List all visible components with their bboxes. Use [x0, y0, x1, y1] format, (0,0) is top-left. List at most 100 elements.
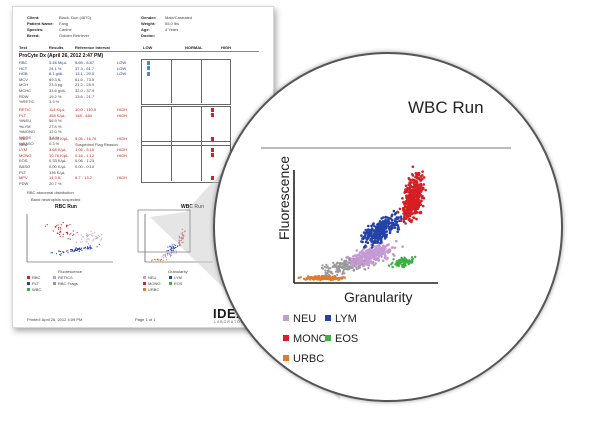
scatter-dot	[378, 235, 382, 239]
scatter-dot	[167, 253, 169, 255]
scatter-dot	[417, 188, 420, 191]
scatter-dot	[350, 260, 354, 263]
scatter-dot	[373, 248, 376, 252]
result-value: 0.00 K/µL	[49, 164, 67, 169]
scatter-dot	[85, 233, 87, 235]
scatter-dot	[378, 225, 382, 228]
scatter-dot	[336, 271, 340, 274]
scatter-dot	[359, 266, 362, 269]
scatter-dot	[406, 209, 409, 212]
scatter-dot	[62, 233, 64, 235]
result-value: 20.7 %	[49, 180, 62, 186]
scatter-dot	[421, 177, 424, 181]
result-test: HGB	[19, 71, 28, 77]
scatter-dot	[78, 247, 81, 249]
scatter-dot	[395, 260, 398, 263]
scatter-dot	[417, 198, 421, 201]
scatter-dot	[74, 250, 76, 252]
scatter-dot	[344, 267, 347, 270]
scatter-dot	[170, 254, 172, 256]
result-flag: HIGH	[117, 136, 127, 141]
scatter-dot	[355, 249, 359, 252]
scatter-dot	[59, 235, 61, 237]
header-label: Age:	[141, 27, 150, 32]
column-header: Test	[19, 45, 27, 50]
scatter-dot	[55, 253, 58, 255]
scatter-dot	[70, 232, 72, 234]
scatter-dot	[335, 269, 338, 272]
scatter-dot	[50, 252, 52, 254]
header-label: Gender:	[141, 15, 157, 20]
scatter-dot	[323, 265, 326, 268]
scatter-dot	[58, 250, 60, 252]
scatter-dot	[97, 237, 99, 239]
scatter-dot	[410, 191, 413, 194]
scatter-dot	[396, 230, 399, 233]
scatter-dot	[407, 177, 411, 180]
scatter-dot	[391, 265, 394, 269]
scatter-dot	[62, 236, 64, 238]
scatter-dot	[59, 226, 62, 228]
legend-label: RBC Frags	[58, 281, 78, 286]
result-test: BASO	[19, 164, 31, 169]
scatter-dot	[76, 232, 78, 234]
scatter-dot	[54, 225, 56, 228]
result-test: HCT	[19, 65, 28, 71]
legend-label: NEU	[293, 313, 316, 325]
result-test: %NEU	[19, 118, 32, 124]
result-test: %RETIC	[19, 99, 35, 105]
scatter-dot	[419, 183, 422, 186]
range-grid	[141, 59, 231, 105]
scatter-dot	[404, 217, 407, 220]
scatter-dot	[76, 249, 78, 252]
scatter-dot	[348, 265, 351, 268]
scatter-dot	[299, 276, 302, 279]
range-marker	[147, 71, 150, 76]
scatter-dot	[59, 250, 61, 252]
scatter-dot	[94, 238, 96, 240]
zoom-legend: NEU LYM MONO EOS URBC	[283, 313, 358, 365]
scatter-dot	[76, 241, 78, 243]
scatter-dot	[69, 224, 71, 226]
scatter-dot	[407, 218, 411, 221]
scatter-dot	[97, 234, 100, 236]
scatter-dot	[100, 239, 102, 241]
scatter-dot	[411, 200, 414, 203]
scatter-dot	[406, 260, 409, 263]
legend-swatch	[169, 282, 172, 285]
scatter-dot	[361, 252, 364, 256]
legend-label: URBC	[293, 353, 324, 365]
header-value: 4 Years	[165, 27, 179, 32]
result-ref: 1.05 - 5.10	[75, 147, 95, 153]
scatter-dot	[57, 227, 60, 229]
legend-swatch	[283, 355, 289, 361]
scatter-dot	[75, 249, 77, 251]
scatter-dot	[402, 200, 405, 204]
scatter-dot	[401, 264, 404, 268]
result-ref: 32.0 - 37.9	[75, 88, 95, 93]
comment-1: RBC abnormal distribution	[27, 190, 74, 195]
scatter-dot	[355, 266, 358, 269]
scatter-dot	[346, 256, 350, 259]
scatter-dot	[80, 234, 82, 236]
scatter-dot	[82, 241, 84, 243]
scatter-dot	[392, 209, 396, 213]
scatter-dot	[331, 275, 335, 278]
scatter-dot	[414, 207, 418, 211]
scatter-dot	[410, 180, 413, 184]
scatter-dot	[364, 250, 368, 254]
scatter-dot	[412, 206, 415, 210]
legend-swatch	[53, 282, 56, 285]
scatter-dot	[59, 233, 61, 236]
scatter-dot	[368, 234, 372, 237]
scatter-dot	[337, 277, 341, 280]
scatter-dot	[360, 234, 363, 237]
scatter-dot	[160, 258, 162, 261]
result-test: MCHC	[19, 88, 31, 93]
scatter-dot	[88, 247, 90, 249]
result-value: 19.2 %	[49, 93, 62, 99]
scatter-dot	[165, 259, 168, 261]
scatter-dot	[401, 197, 404, 200]
scatter-dot	[370, 231, 373, 234]
scatter-dot	[95, 236, 98, 238]
